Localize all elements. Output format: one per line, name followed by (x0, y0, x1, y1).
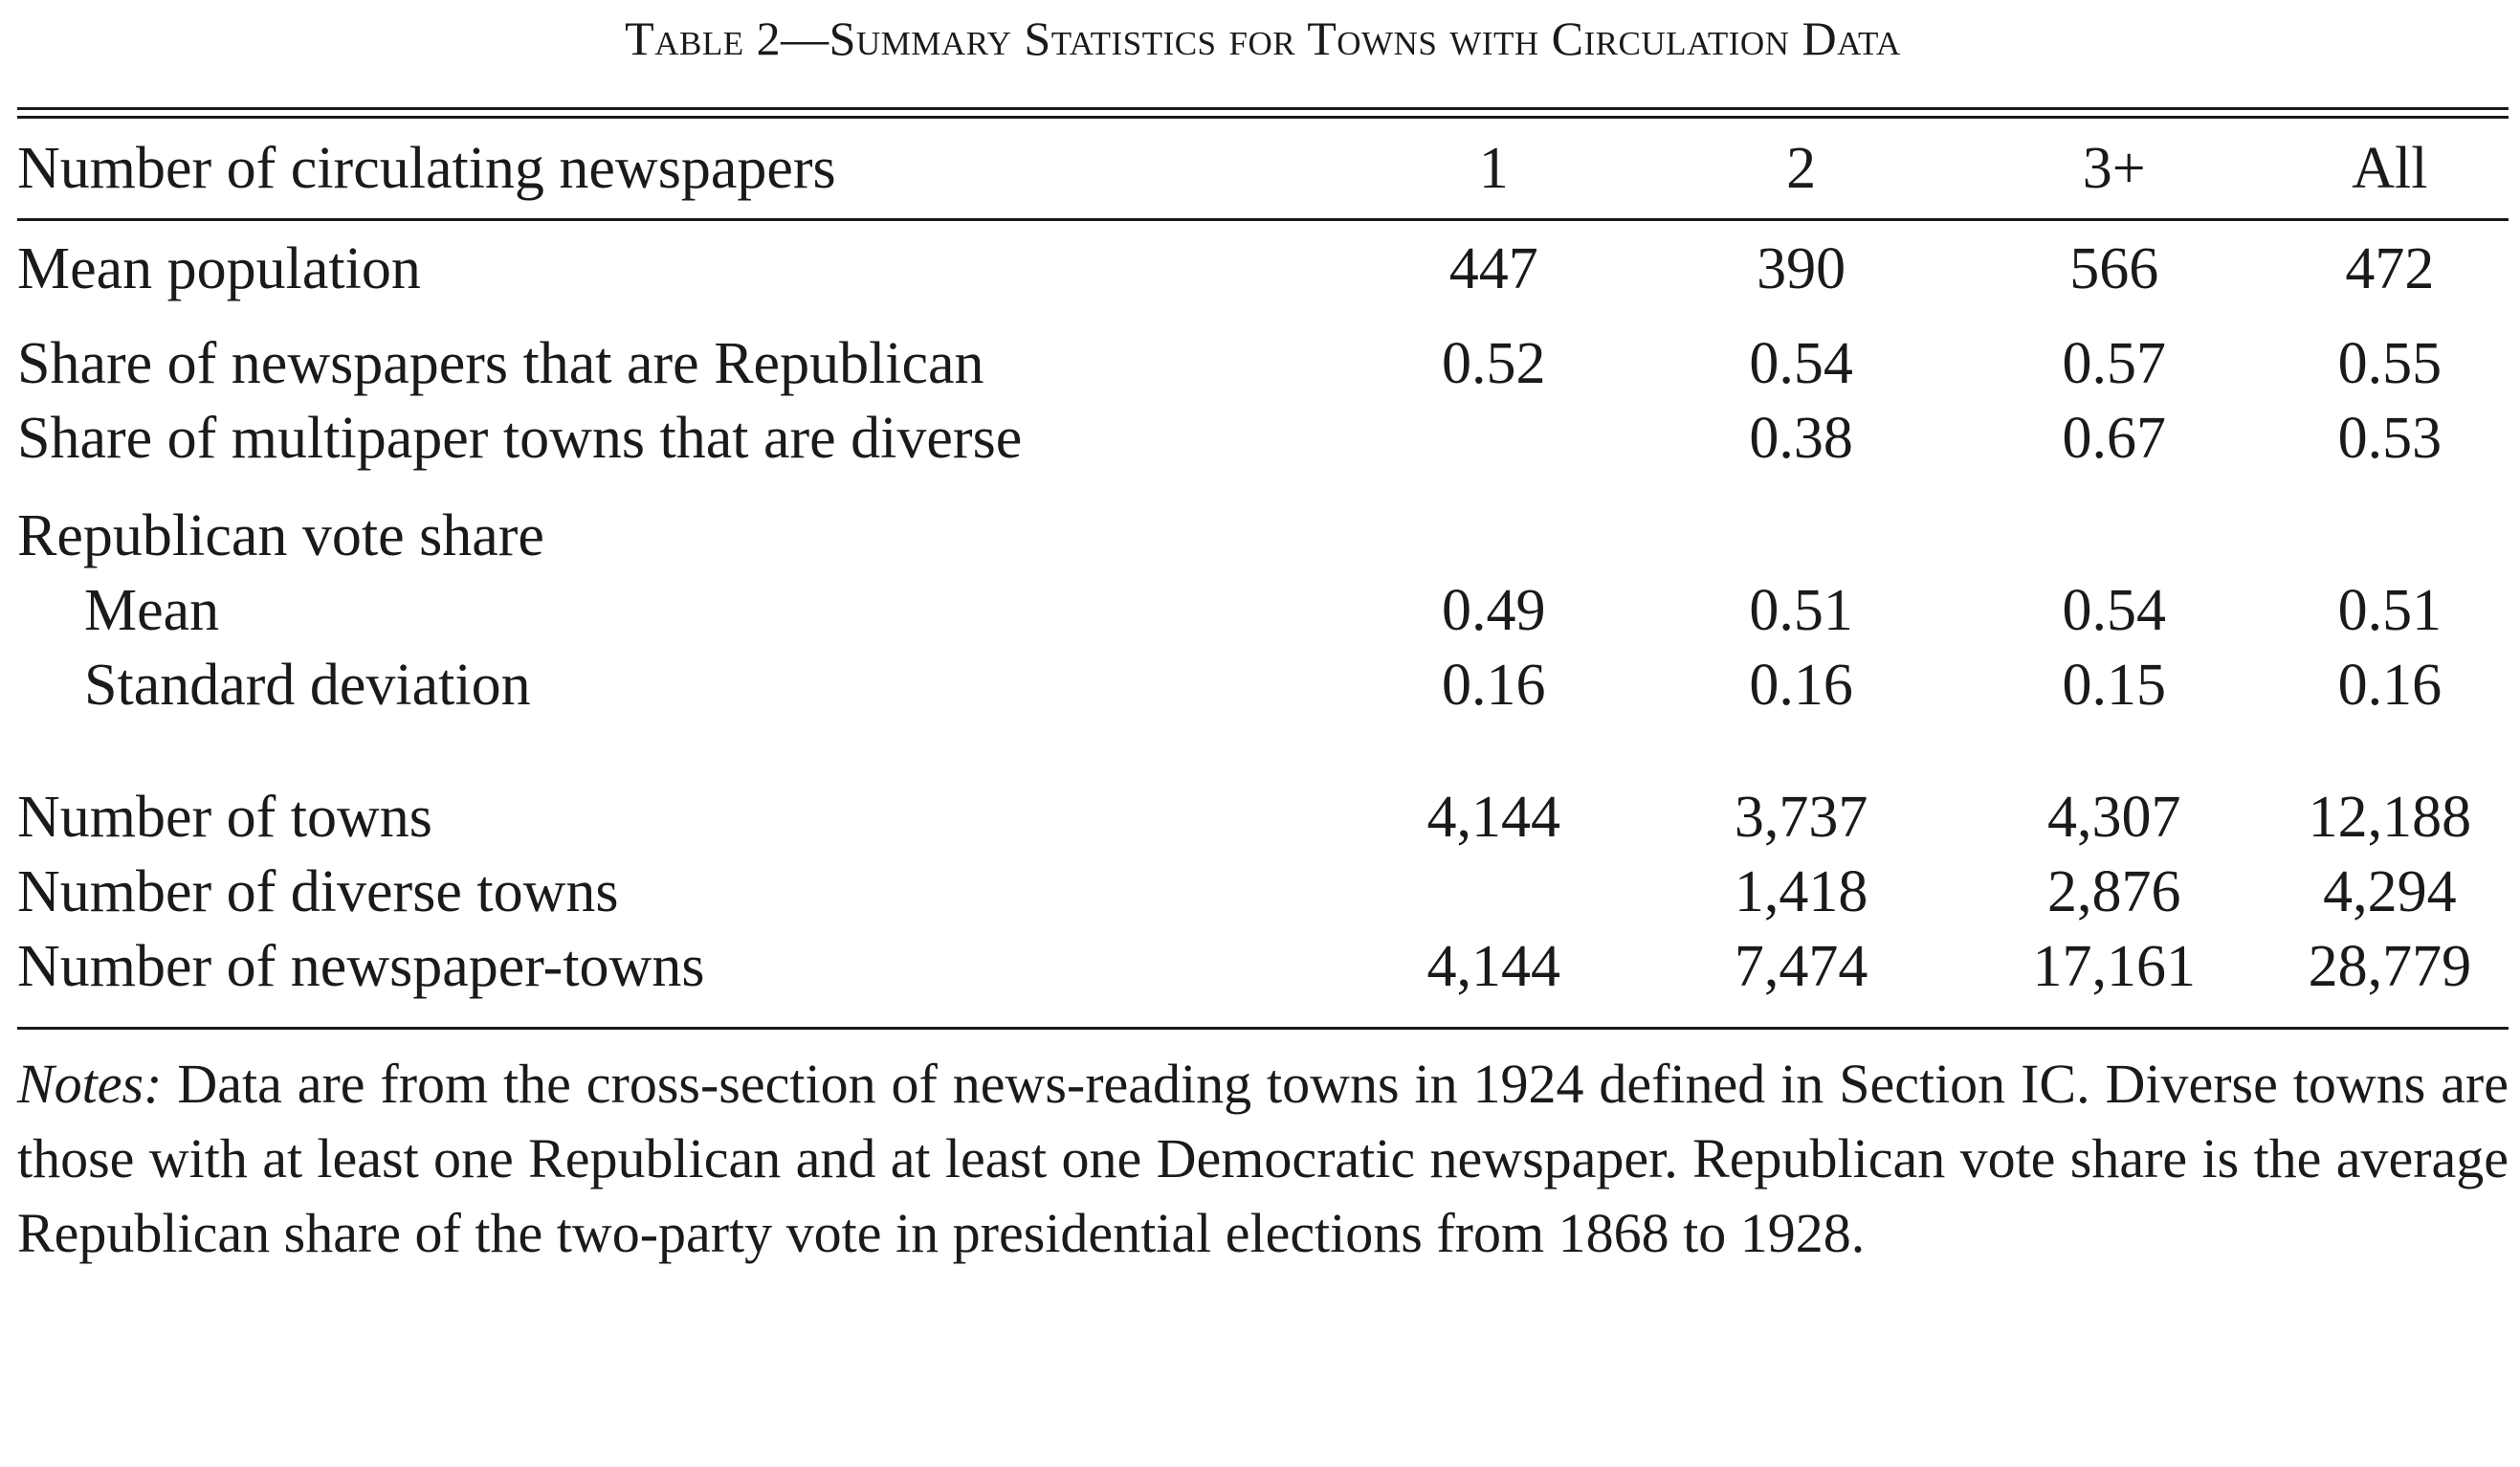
cell: 1,418 (1734, 858, 1868, 924)
cell: 390 (1757, 235, 1846, 301)
cell: 0.16 (1442, 652, 1546, 718)
header-rule-row (17, 218, 2509, 221)
row-spacer (17, 317, 2509, 326)
table-row: Mean population 447 390 566 472 (17, 221, 2509, 317)
cell: 0.54 (2062, 577, 2166, 643)
row-label: Number of towns (17, 784, 432, 850)
row-label: Mean population (17, 235, 421, 301)
table-row: Number of towns 4,144 3,737 4,307 12,188 (17, 780, 2509, 855)
cell: 0.51 (2337, 577, 2443, 643)
header-col-3plus: 3+ (2082, 135, 2146, 201)
cell: 4,144 (1426, 784, 1561, 850)
table-container: Table 2—Summary Statistics for Towns wit… (17, 0, 2509, 1271)
row-label: Number of diverse towns (17, 858, 619, 924)
cell: 0.67 (2062, 405, 2166, 471)
bottom-rule-row (17, 1027, 2509, 1030)
cell: 4,144 (1426, 933, 1561, 999)
cell: 0.38 (1749, 405, 1853, 471)
cell: 0.16 (2337, 652, 2443, 718)
table-row: Number of newspaper-towns 4,144 7,474 17… (17, 929, 2509, 1004)
notes-lead: Notes: (17, 1053, 163, 1115)
cell: 12,188 (2308, 784, 2472, 850)
cell: 2,876 (2046, 858, 2181, 924)
row-group-label: Republican vote share (17, 502, 544, 568)
row-label: Number of newspaper-towns (17, 933, 705, 999)
cell: 447 (1448, 235, 1538, 301)
cell: 0.52 (1442, 330, 1546, 396)
row-label: Mean (84, 577, 220, 643)
table-row: Share of multipaper towns that are diver… (17, 401, 2509, 476)
cell: 0.15 (2062, 652, 2166, 718)
header-col-all: All (2352, 135, 2428, 201)
cell: 0.49 (1442, 577, 1546, 643)
cell: 0.53 (2337, 405, 2443, 471)
cell: 0.51 (1749, 577, 1853, 643)
header-col-2: 2 (1786, 135, 1817, 201)
cell: 0.57 (2062, 330, 2166, 396)
notes-text: Data are from the cross-section of news-… (17, 1053, 2509, 1264)
table-title: Table 2—Summary Statistics for Towns wit… (625, 11, 1901, 65)
cell: 472 (2345, 235, 2435, 301)
table-notes: Notes: Data are from the cross-section o… (17, 1047, 2509, 1271)
row-label: Share of newspapers that are Republican (17, 330, 984, 396)
row-label: Share of multipaper towns that are diver… (17, 405, 1023, 471)
table-row: Republican vote share (17, 499, 2509, 573)
cell: 28,779 (2308, 933, 2472, 999)
cell: 4,294 (2323, 858, 2457, 924)
cell: 566 (2069, 235, 2159, 301)
row-spacer (17, 476, 2509, 499)
summary-table: Number of circulating newspapers 1 2 3+ … (17, 119, 2509, 1030)
table-row: Standard deviation 0.16 0.16 0.15 0.16 (17, 648, 2509, 722)
cell: 7,474 (1734, 933, 1868, 999)
cell: 0.16 (1749, 652, 1853, 718)
cell: 4,307 (2046, 784, 2181, 850)
row-spacer (17, 1004, 2509, 1027)
table-row: Number of diverse towns 1,418 2,876 4,29… (17, 855, 2509, 929)
header-label: Number of circulating newspapers (17, 135, 836, 201)
top-double-rule (17, 107, 2509, 119)
row-spacer (17, 722, 2509, 780)
cell (1342, 401, 1646, 476)
header-col-1: 1 (1478, 135, 1509, 201)
bottom-rule (17, 1027, 2509, 1030)
cell: 3,737 (1734, 784, 1868, 850)
header-rule (17, 218, 2509, 221)
table-row: Share of newspapers that are Republican … (17, 326, 2509, 401)
cell: 0.55 (2337, 330, 2443, 396)
table-row: Mean 0.49 0.51 0.54 0.51 (17, 573, 2509, 648)
row-label: Standard deviation (84, 652, 531, 718)
header-row: Number of circulating newspapers 1 2 3+ … (17, 119, 2509, 218)
cell: 0.54 (1749, 330, 1853, 396)
cell: 17,161 (2032, 933, 2196, 999)
cell (1342, 855, 1646, 929)
